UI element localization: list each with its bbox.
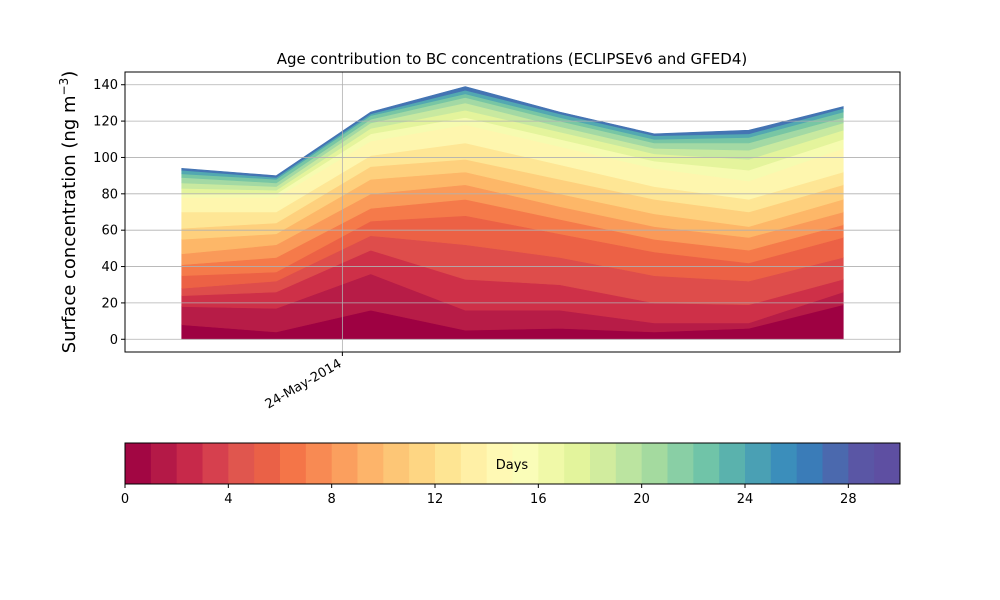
y-axis-label-exponent: −3 [57,78,71,96]
y-axis-label-main: Surface concentration (ng m [59,95,80,353]
y-tick-label-20: 20 [101,296,118,311]
colorbar-segment-1 [150,443,178,484]
grid-lines [125,72,900,352]
y-tick-label-120: 120 [93,115,118,130]
colorbar-segment-8 [331,443,358,484]
colorbar-tick-label-28: 28 [840,492,857,507]
colorbar-segment-0 [125,443,152,484]
colorbar-segment-15 [512,443,539,484]
colorbar-tick-label-4: 4 [224,492,232,507]
colorbar-segment-13 [460,443,488,484]
colorbar-segment-25 [770,443,798,484]
area-layer-18 [181,86,844,178]
y-tick-label-100: 100 [93,151,118,166]
colorbar-ticks: 0 4 8 12 16 20 24 28 [121,484,857,507]
colorbar-segment-7 [305,443,333,484]
y-tick-label-0: 0 [110,333,118,348]
colorbar-segment-2 [176,443,203,484]
colorbar-segment-17 [564,443,591,484]
colorbar-label: Days [496,458,529,473]
plot-frame [124,71,901,353]
colorbar-segment-24 [745,443,772,484]
colorbar-segment-16 [538,443,565,484]
stacked-area-layers [181,86,844,340]
colorbar-segment-18 [590,443,617,484]
y-axis-label: Surface concentration (ng m−3) [57,71,80,354]
colorbar-tick-label-0: 0 [121,492,129,507]
colorbar-segment-20 [641,443,668,484]
colorbar-segment-9 [357,443,384,484]
colorbar-segment-4 [228,443,255,484]
y-axis-ticks: 0 20 40 60 80 100 120 140 [93,78,125,348]
colorbar-tick-label-20: 20 [633,492,650,507]
colorbar-segment-3 [202,443,229,484]
x-tick-label: 24-May-2014 [263,356,345,412]
colorbar-segment-11 [409,443,436,484]
colorbar-tick-label-8: 8 [328,492,336,507]
y-axis-label-close: ) [59,71,80,78]
colorbar-segment-29 [874,443,901,484]
colorbar-segment-14 [486,443,513,484]
y-tick-label-40: 40 [101,260,118,275]
y-tick-label-60: 60 [101,224,118,239]
colorbar-segment-26 [796,443,823,484]
colorbar-segment-5 [254,443,281,484]
x-axis-ticks: 24-May-2014 [263,352,345,412]
colorbar [125,443,901,484]
colorbar-segment-23 [719,443,746,484]
chart-title: Age contribution to BC concentrations (E… [277,50,748,68]
colorbar-segment-6 [280,443,307,484]
colorbar-tick-label-12: 12 [427,492,444,507]
colorbar-segment-22 [693,443,720,484]
colorbar-tick-label-16: 16 [530,492,547,507]
y-tick-label-140: 140 [93,78,118,93]
colorbar-segment-10 [383,443,410,484]
colorbar-segment-21 [667,443,694,484]
colorbar-tick-label-24: 24 [737,492,754,507]
colorbar-segment-12 [435,443,462,484]
y-tick-label-80: 80 [101,187,118,202]
colorbar-segment-27 [822,443,849,484]
colorbar-frame [124,442,901,485]
colorbar-segment-28 [848,443,875,484]
colorbar-segment-19 [615,443,643,484]
